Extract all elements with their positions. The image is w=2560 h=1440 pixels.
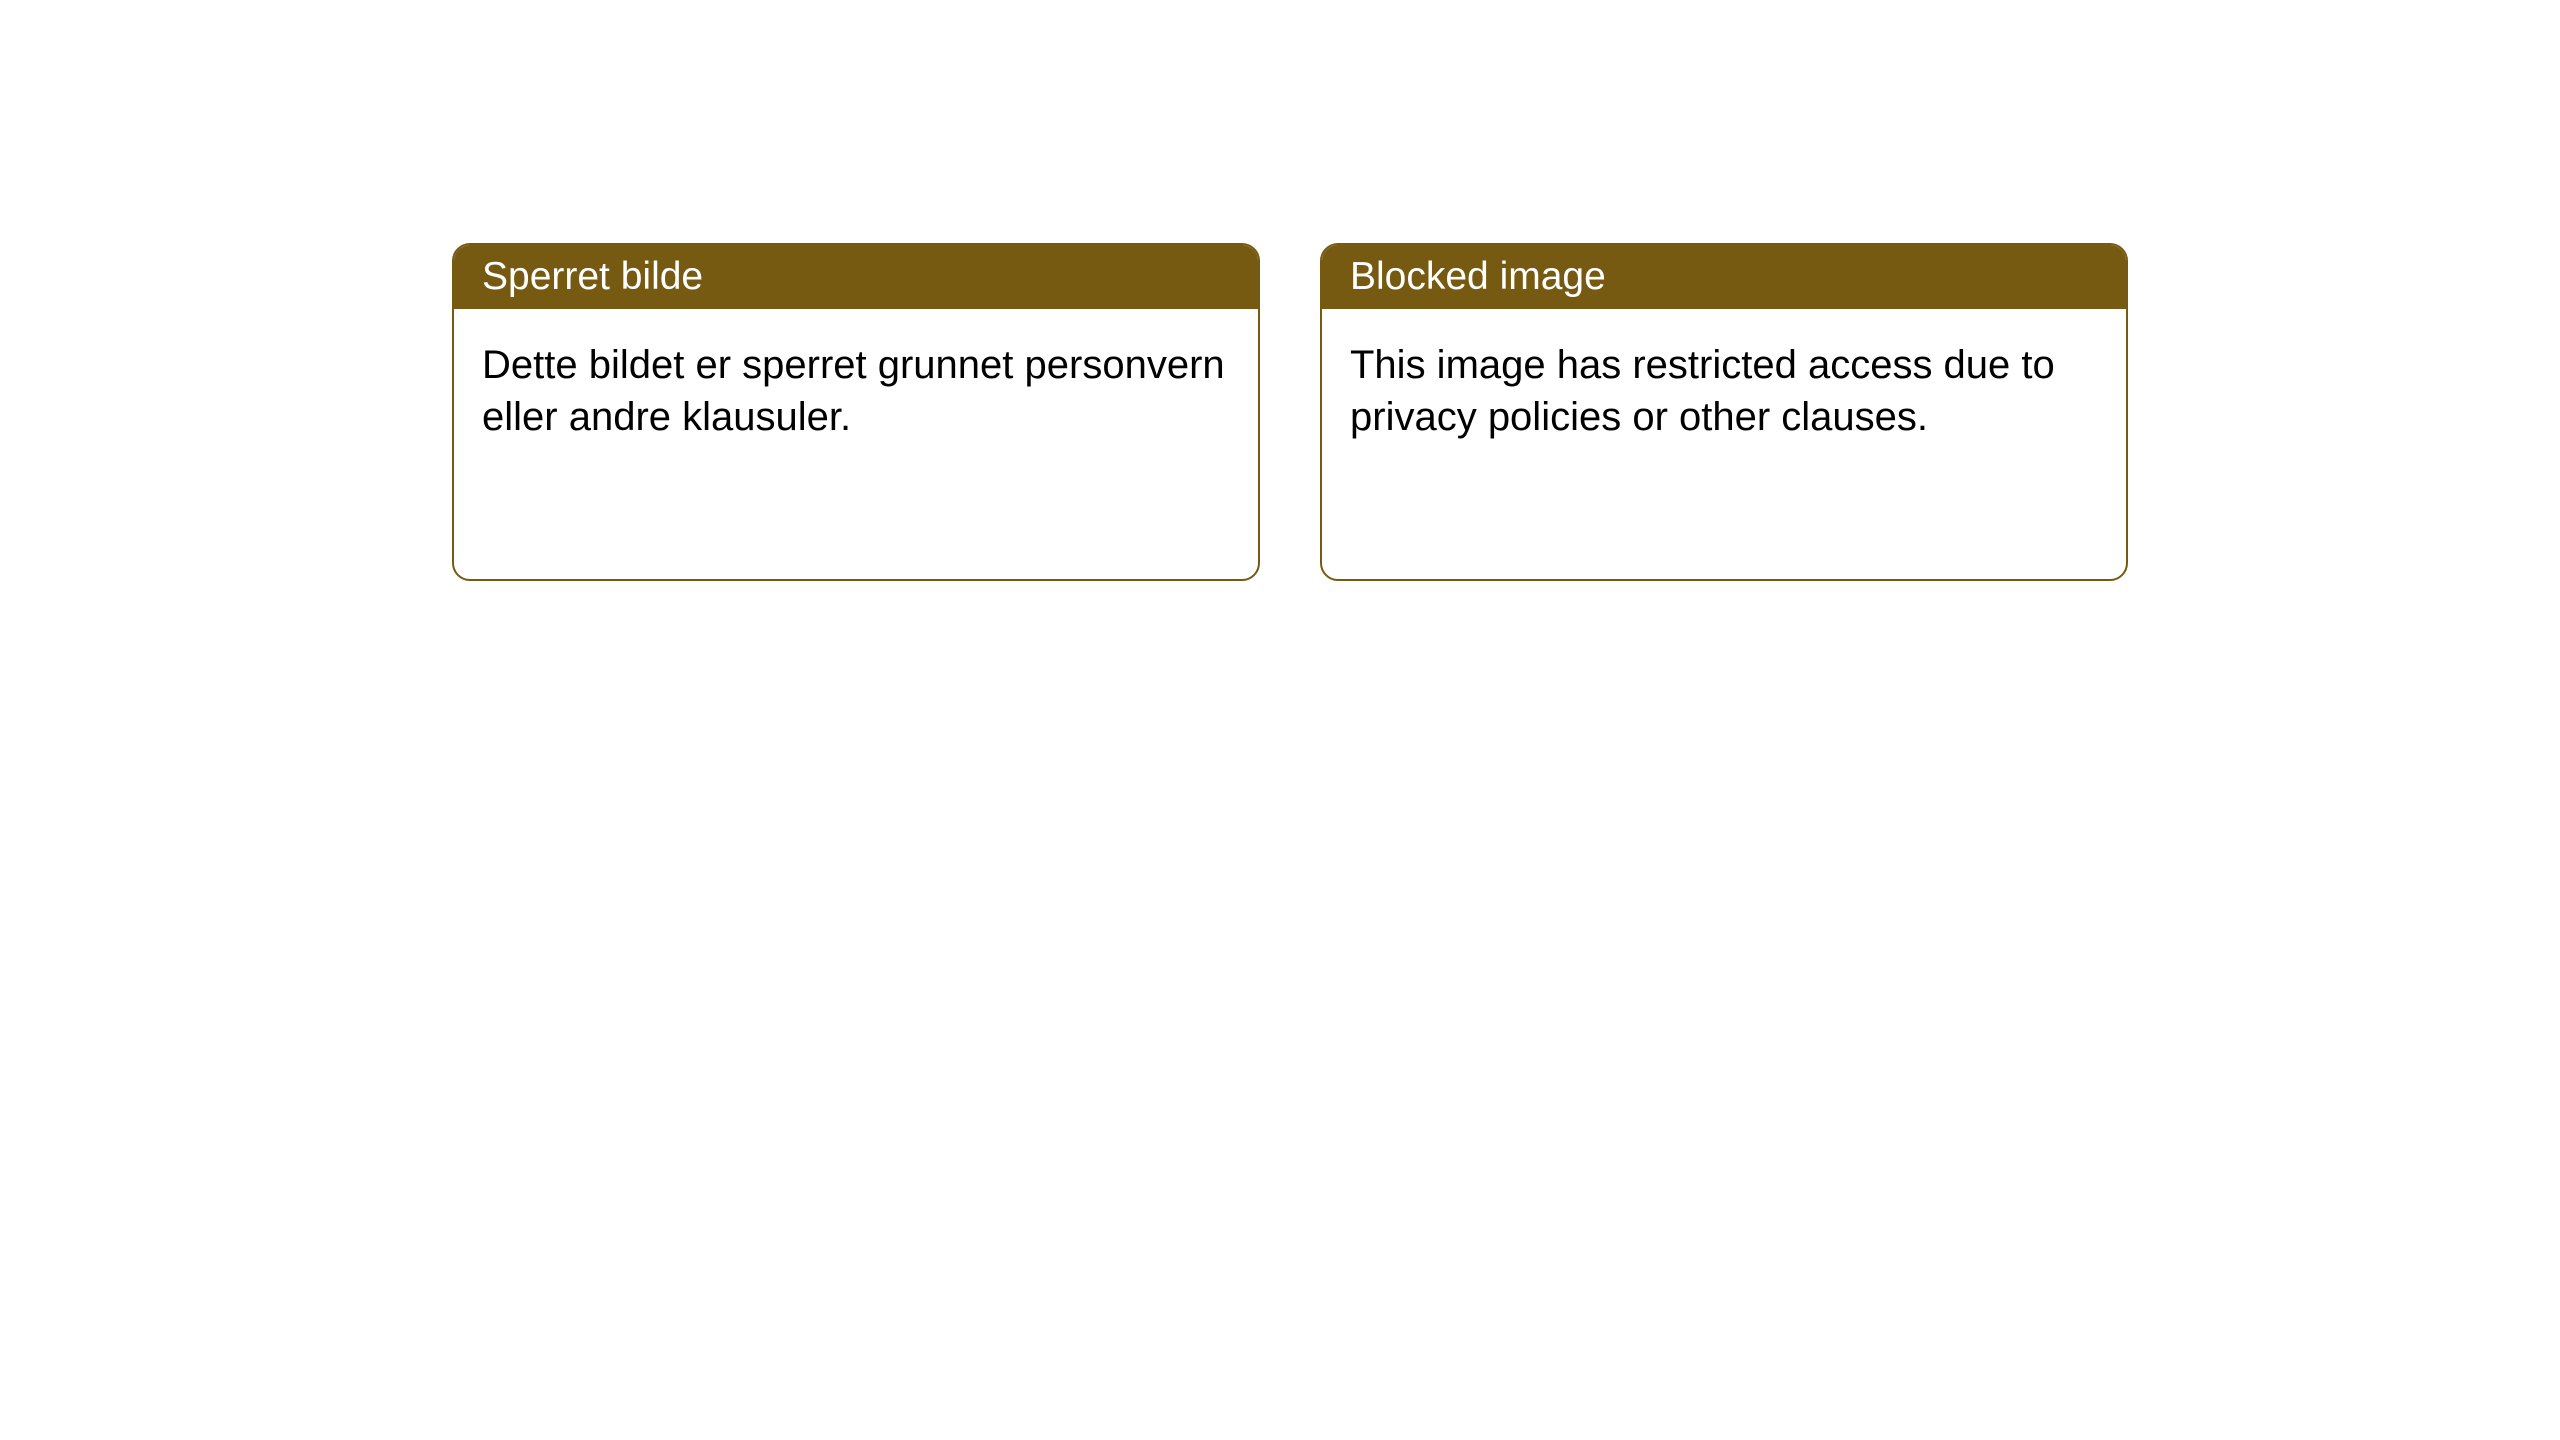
notice-card-title: Blocked image bbox=[1322, 245, 2126, 309]
notice-container: Sperret bilde Dette bildet er sperret gr… bbox=[0, 0, 2560, 581]
notice-card-body: This image has restricted access due to … bbox=[1322, 309, 2126, 579]
notice-card-norwegian: Sperret bilde Dette bildet er sperret gr… bbox=[452, 243, 1260, 581]
notice-card-title: Sperret bilde bbox=[454, 245, 1258, 309]
notice-card-body: Dette bildet er sperret grunnet personve… bbox=[454, 309, 1258, 579]
notice-card-english: Blocked image This image has restricted … bbox=[1320, 243, 2128, 581]
